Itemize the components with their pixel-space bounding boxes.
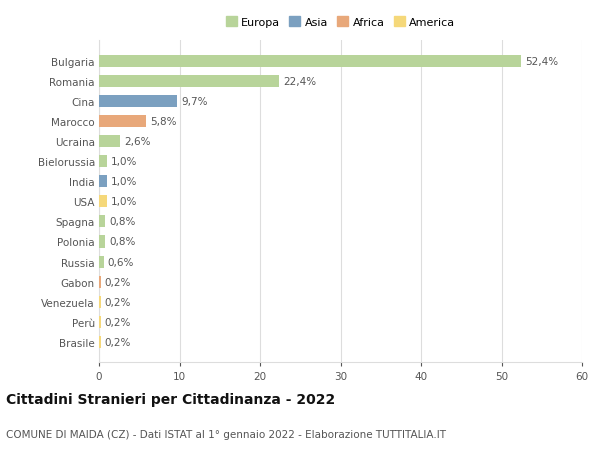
Text: 2,6%: 2,6%: [124, 137, 151, 147]
Text: 1,0%: 1,0%: [111, 177, 137, 187]
Bar: [99, 176, 107, 188]
Bar: [99, 96, 177, 108]
Bar: [99, 216, 106, 228]
Bar: [99, 236, 106, 248]
Text: 0,2%: 0,2%: [104, 297, 131, 307]
Text: 0,8%: 0,8%: [109, 217, 136, 227]
Legend: Europa, Asia, Africa, America: Europa, Asia, Africa, America: [221, 13, 460, 33]
Bar: [99, 136, 120, 148]
Bar: [99, 156, 107, 168]
Text: COMUNE DI MAIDA (CZ) - Dati ISTAT al 1° gennaio 2022 - Elaborazione TUTTITALIA.I: COMUNE DI MAIDA (CZ) - Dati ISTAT al 1° …: [6, 429, 446, 439]
Bar: [99, 336, 101, 348]
Text: 22,4%: 22,4%: [283, 77, 316, 87]
Text: 1,0%: 1,0%: [111, 157, 137, 167]
Bar: [99, 196, 107, 208]
Text: 0,2%: 0,2%: [104, 337, 131, 347]
Text: 9,7%: 9,7%: [181, 97, 208, 107]
Bar: [99, 256, 104, 268]
Text: 0,8%: 0,8%: [109, 237, 136, 247]
Text: 1,0%: 1,0%: [111, 197, 137, 207]
Text: 5,8%: 5,8%: [150, 117, 176, 127]
Bar: [99, 296, 101, 308]
Bar: [99, 116, 146, 128]
Bar: [99, 316, 101, 328]
Text: 0,2%: 0,2%: [104, 317, 131, 327]
Bar: [99, 276, 101, 288]
Bar: [99, 56, 521, 68]
Text: 0,2%: 0,2%: [104, 277, 131, 287]
Text: 52,4%: 52,4%: [525, 57, 558, 67]
Text: 0,6%: 0,6%: [108, 257, 134, 267]
Bar: [99, 76, 280, 88]
Text: Cittadini Stranieri per Cittadinanza - 2022: Cittadini Stranieri per Cittadinanza - 2…: [6, 392, 335, 406]
